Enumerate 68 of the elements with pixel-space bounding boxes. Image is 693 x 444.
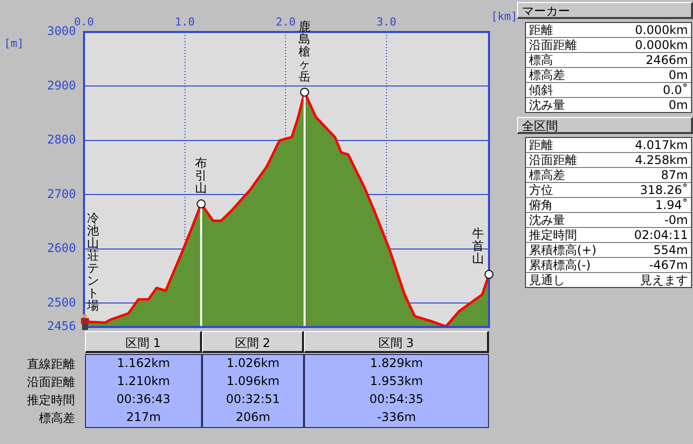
- text: -336m: [376, 410, 417, 424]
- category-label: 沿面距離: [27, 375, 75, 389]
- category-label: 区間 1: [85, 331, 202, 353]
- x-tick-label: 2.0: [276, 15, 296, 28]
- text: 217m: [125, 410, 162, 424]
- text: -0m: [664, 213, 688, 227]
- y-tick-label: 2456: [47, 319, 76, 334]
- text: 沈み量: [529, 98, 565, 112]
- y-axis-title: [m]: [4, 36, 24, 50]
- text: 見えます: [640, 273, 688, 287]
- category-label: 標高差: [39, 411, 75, 425]
- category-label: 区間 3: [304, 331, 489, 353]
- text: 206m: [234, 410, 272, 424]
- text: 87m: [661, 168, 688, 182]
- text: 00:32:51: [225, 392, 281, 406]
- x-tick-label: 3.0: [376, 15, 396, 28]
- text: 1.210km: [116, 374, 171, 388]
- text: 累積標高(-): [529, 258, 591, 272]
- text: 1.026km: [226, 356, 280, 370]
- text: 全区間: [517, 117, 693, 134]
- text: 1.162km: [116, 356, 171, 370]
- text: 俯角: [529, 198, 553, 212]
- y-tick-label: 2900: [47, 78, 76, 92]
- text: 見通し: [529, 273, 565, 287]
- text: 0m: [668, 68, 688, 82]
- text: 傾斜: [529, 83, 553, 97]
- text: 02:04:11: [634, 228, 688, 242]
- y-tick-label: 2800: [47, 132, 76, 147]
- text: 標高: [529, 53, 553, 67]
- text: 1.94˚: [655, 198, 688, 212]
- text: 累積標高(+): [529, 243, 596, 257]
- text: 標高差: [529, 68, 565, 82]
- text: マーカー: [517, 2, 693, 19]
- text: 318.26˚: [640, 183, 688, 197]
- x-axis-title: [km]: [491, 10, 518, 23]
- category-label: 区間 2: [202, 331, 304, 353]
- text: 4.258km: [635, 153, 688, 167]
- y-tick-label: 2600: [47, 241, 76, 256]
- x-tick-label: 1.0: [174, 15, 195, 28]
- text: 00:36:43: [116, 392, 172, 406]
- text: 距離: [529, 23, 553, 37]
- text: 0.0˚: [662, 83, 688, 97]
- text: -467m: [649, 258, 688, 272]
- text: 推定時間: [529, 228, 577, 242]
- y-tick-label: 3000: [47, 24, 76, 38]
- text: 1.829km: [369, 356, 424, 370]
- text: 554m: [653, 243, 688, 257]
- x-tick-label: 0.0: [74, 15, 94, 28]
- category-label: 推定時間: [27, 393, 75, 407]
- text: 1.953km: [369, 374, 424, 388]
- text: 0m: [668, 98, 688, 112]
- y-tick-label: 2700: [47, 186, 76, 201]
- annotation: 鹿島槍ヶ岳: [298, 19, 311, 84]
- text: 沈み量: [529, 213, 565, 227]
- text: 沿面距離: [529, 153, 577, 167]
- text: 方位: [529, 183, 553, 197]
- text: 沿面距離: [529, 38, 577, 52]
- text: 1.096km: [226, 374, 280, 388]
- text: 標高差: [529, 168, 565, 182]
- text: 距離: [529, 138, 553, 152]
- y-tick-label: 2500: [47, 295, 76, 310]
- text: 2466m: [646, 53, 688, 67]
- annotation: 布引山: [195, 156, 208, 196]
- text: 0.000km: [635, 38, 688, 52]
- text: 00:54:35: [368, 392, 424, 406]
- text: 0.000km: [635, 23, 688, 37]
- category-label: 直線距離: [27, 357, 75, 371]
- text: 4.017km: [635, 138, 688, 152]
